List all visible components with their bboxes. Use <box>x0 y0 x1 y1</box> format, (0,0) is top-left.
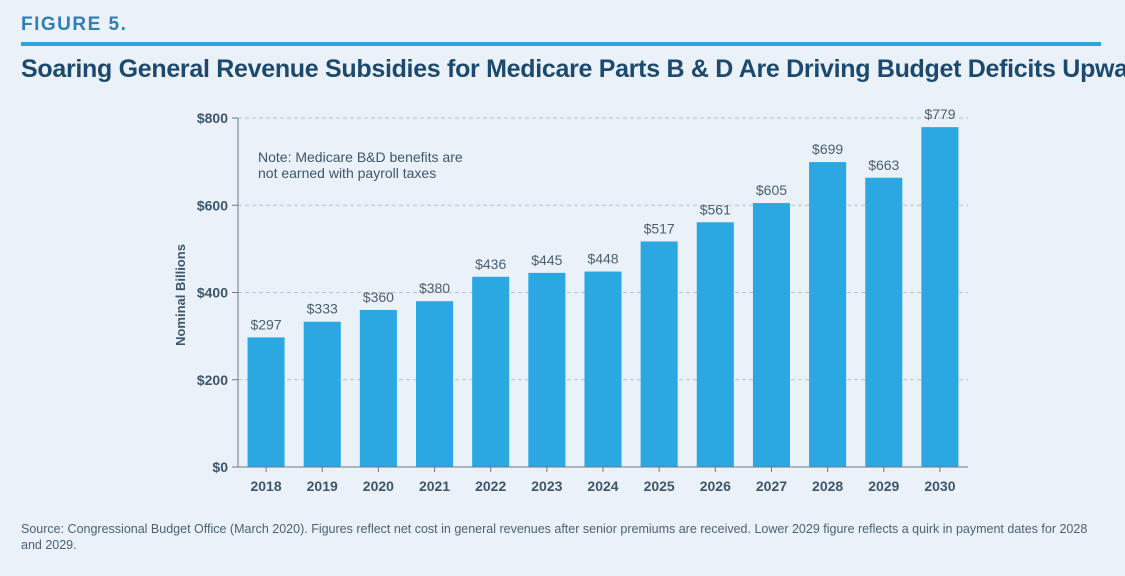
bar <box>472 276 510 467</box>
data-label: $333 <box>307 301 338 317</box>
data-label: $779 <box>924 106 955 122</box>
bar <box>752 203 790 467</box>
y-tick-label: $400 <box>197 285 228 301</box>
title-divider <box>21 42 1101 46</box>
bar <box>584 271 622 467</box>
source-note: Source: Congressional Budget Office (Mar… <box>21 522 1088 552</box>
data-label: $436 <box>475 256 506 272</box>
bar <box>247 337 285 467</box>
x-tick-label: 2029 <box>868 478 899 494</box>
bar-chart: $297 $333 $360 $380 $436 $445 $448 $517 $561 $605… <box>173 106 968 494</box>
axes: $0 $200 $400 $600 $800 2018 2019 2020 2021 2022 20… <box>197 110 968 494</box>
data-label: $448 <box>587 251 618 267</box>
data-label: $297 <box>250 316 281 332</box>
bar <box>640 241 678 467</box>
data-label: $605 <box>756 182 787 198</box>
x-tick-label: 2025 <box>644 478 675 494</box>
data-label: $445 <box>531 252 562 268</box>
data-label: $360 <box>363 289 394 305</box>
x-tick-label: 2030 <box>924 478 955 494</box>
x-tick-label: 2024 <box>587 478 618 494</box>
x-tick-label: 2018 <box>250 478 281 494</box>
bar <box>696 222 734 467</box>
bars: $297 $333 $360 $380 $436 $445 $448 $517 $561 $605… <box>247 106 959 468</box>
y-tick-label: $200 <box>197 372 228 388</box>
data-label: $663 <box>868 157 899 173</box>
bar <box>921 127 959 467</box>
bar <box>303 321 341 467</box>
bar <box>528 272 566 467</box>
x-tick-label: 2023 <box>531 478 562 494</box>
data-label: $561 <box>700 201 731 217</box>
x-tick-label: 2022 <box>475 478 506 494</box>
x-tick-label: 2021 <box>419 478 450 494</box>
x-tick-label: 2027 <box>756 478 787 494</box>
data-label: $517 <box>644 220 675 236</box>
x-tick-label: 2026 <box>700 478 731 494</box>
data-label: $380 <box>419 280 450 296</box>
bar <box>865 177 903 468</box>
bar <box>359 309 397 467</box>
bar <box>809 162 847 467</box>
bar <box>416 301 454 467</box>
figure-label: FIGURE 5. <box>21 14 128 35</box>
chart-note-line-2: not earned with payroll taxes <box>258 165 436 181</box>
data-label: $699 <box>812 141 843 157</box>
y-tick-label: $800 <box>197 110 228 126</box>
y-tick-label: $600 <box>197 197 228 213</box>
x-tick-label: 2019 <box>307 478 338 494</box>
chart-title: Soaring General Revenue Subsidies for Me… <box>21 55 1125 83</box>
y-tick-label: $0 <box>212 459 228 475</box>
y-axis-label: Nominal Billions <box>173 244 188 346</box>
chart-note-line-1: Note: Medicare B&D benefits are <box>258 149 463 165</box>
x-tick-label: 2020 <box>363 478 394 494</box>
x-tick-label: 2028 <box>812 478 843 494</box>
